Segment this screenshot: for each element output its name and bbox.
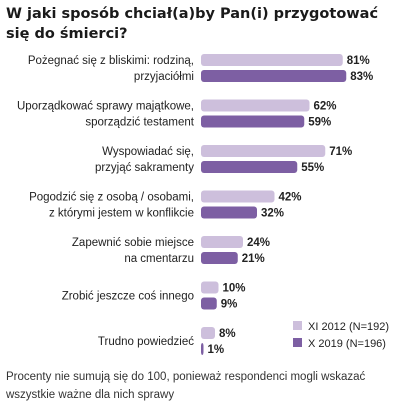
chart-title: W jaki sposób chciał(a)by Pan(i) przygot… — [6, 6, 379, 42]
bar-2019-2 — [201, 161, 298, 173]
bar-2019-5 — [201, 297, 217, 310]
category-label-4: na cmentarzu — [124, 253, 194, 265]
bar-2019-4 — [201, 252, 238, 264]
legend-swatch-1 — [293, 338, 302, 347]
value-label-2012-1: 62% — [314, 101, 337, 113]
value-label-2019-1: 59% — [308, 117, 331, 129]
bar-2019-0 — [201, 70, 347, 82]
value-label-2019-0: 83% — [350, 71, 373, 83]
bar-2012-4 — [201, 236, 243, 248]
value-label-2012-5: 10% — [223, 283, 246, 295]
category-label-2: Wyspowiadać się, — [102, 146, 194, 158]
value-label-2019-4: 21% — [242, 253, 265, 265]
legend-swatch-0 — [293, 321, 302, 330]
value-label-2019-5: 9% — [221, 299, 238, 311]
bar-2012-6 — [201, 327, 215, 339]
value-label-2012-2: 71% — [329, 146, 352, 158]
category-label-3: z którymi jestem w konflikcie — [49, 208, 194, 220]
bar-2019-3 — [201, 206, 257, 219]
bar-2012-0 — [201, 54, 343, 66]
value-label-2019-3: 32% — [261, 208, 284, 220]
bar-2012-3 — [201, 190, 275, 203]
bar-2012-5 — [201, 281, 219, 294]
category-label-1: sporządzić testament — [85, 117, 194, 129]
category-label-0: przyjaciółmi — [134, 71, 194, 83]
value-label-2012-0: 81% — [347, 55, 370, 67]
category-label-0: Pożegnać się z bliskimi: rodziną, — [28, 55, 194, 67]
bar-2019-1 — [201, 115, 305, 128]
bar-2012-2 — [201, 145, 326, 157]
category-label-4: Zapewnić sobie miejsce — [72, 237, 194, 249]
value-label-2012-6: 8% — [219, 328, 236, 340]
value-label-2012-4: 24% — [247, 237, 270, 249]
value-label-2019-6: 1% — [208, 344, 225, 356]
category-label-3: Pogodzić się z osobą / osobami, — [29, 192, 194, 204]
bar-2019-6 — [201, 343, 204, 355]
value-label-2012-3: 42% — [279, 192, 302, 204]
bar-2012-1 — [201, 99, 310, 112]
category-label-5: Zrobić jeszcze coś innego — [62, 291, 194, 303]
legend-label-1: X 2019 (N=196) — [308, 338, 386, 350]
category-label-6: Trudno powiedzieć — [98, 336, 194, 348]
legend-label-0: XI 2012 (N=192) — [308, 321, 389, 333]
footnote: Procenty nie sumują się do 100, ponieważ… — [6, 371, 366, 401]
category-label-1: Uporządkować sprawy majątkowe, — [17, 101, 194, 113]
value-label-2019-2: 55% — [301, 162, 324, 174]
category-label-2: przyjąć sakramenty — [95, 162, 194, 174]
